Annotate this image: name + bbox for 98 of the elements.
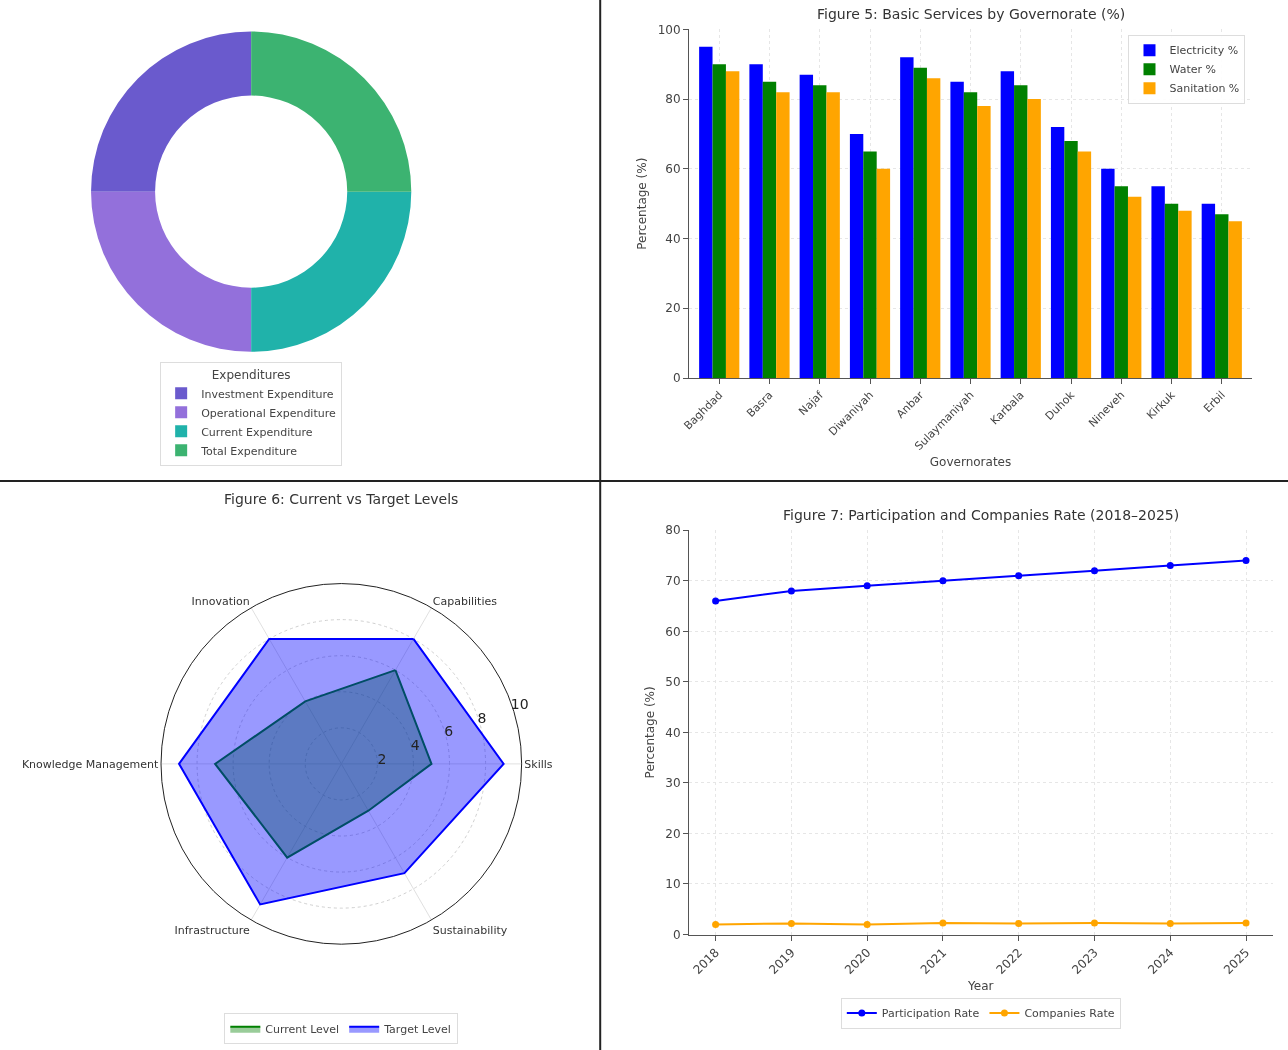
point: [939, 577, 947, 585]
spoke-label: Sustainability: [432, 923, 508, 937]
bar: [863, 151, 877, 378]
bar: [699, 46, 713, 378]
y-tick-label: 100: [657, 22, 681, 37]
legend-label: Participation Rate: [881, 1007, 980, 1021]
chart-title: Figure 5: Basic Services by Governorate (%): [817, 6, 1126, 22]
spoke-label: Innovation: [191, 595, 250, 609]
bar: [762, 81, 777, 378]
y-tick-label: 20: [665, 301, 681, 316]
legend-label: Electricity %: [1169, 44, 1239, 58]
spoke-label: Capabilities: [432, 595, 498, 609]
spoke-label: Infrastructure: [174, 923, 251, 937]
bar: [1228, 221, 1242, 378]
y-tick-label: 0: [672, 927, 681, 942]
point: [1166, 919, 1174, 927]
bar: [1027, 99, 1041, 378]
bar: [1064, 140, 1078, 378]
bar: [725, 71, 740, 378]
legend-label: Sanitation %: [1169, 82, 1240, 96]
y-tick-label: 40: [665, 725, 681, 740]
y-tick-label: 4: [410, 737, 420, 754]
spoke-label: Knowledge Management: [21, 757, 159, 771]
bar: [1151, 186, 1165, 378]
y-tick-label: 0: [672, 371, 681, 386]
y-tick-label: 10: [665, 877, 681, 892]
legend-title: Expenditures: [211, 367, 291, 382]
bar: [849, 133, 864, 378]
legend-label: Investment Expenditure: [201, 387, 334, 401]
y-tick-label: 8: [477, 709, 487, 726]
point: [939, 919, 947, 927]
bar: [712, 64, 726, 378]
bar: [826, 92, 840, 378]
y-tick-label: 70: [665, 573, 681, 588]
bar: [1014, 85, 1028, 378]
chart-title: Figure 7: Participation and Companies Rate (2018–2025): [783, 507, 1180, 523]
bar: [749, 64, 763, 378]
donut-slice: [251, 191, 412, 352]
y-tick-label: 20: [665, 826, 681, 841]
y-tick-label: 10: [510, 695, 529, 712]
bar: [1101, 168, 1115, 378]
point: [1242, 557, 1250, 565]
y-axis-title: Percentage (%): [634, 157, 649, 250]
point: [1015, 572, 1023, 580]
point: [787, 919, 795, 927]
y-tick-label: 80: [665, 523, 681, 538]
bar: [876, 168, 891, 378]
y-tick-label: 60: [665, 162, 681, 177]
bar: [1050, 127, 1065, 378]
bar: [799, 74, 814, 378]
point: [712, 597, 720, 605]
donut-slice: [91, 191, 252, 352]
point: [1090, 919, 1098, 927]
bar: [1000, 71, 1015, 378]
legend-label: Current Expenditure: [201, 425, 313, 439]
legend-label: Operational Expenditure: [201, 406, 336, 420]
y-tick-label: 6: [444, 723, 454, 740]
point: [863, 920, 871, 928]
bar: [1077, 151, 1092, 378]
y-tick-label: 40: [665, 231, 681, 246]
legend-label: Total Expenditure: [200, 444, 298, 458]
bar: [1164, 203, 1179, 378]
y-tick-label: 2: [377, 751, 387, 767]
x-axis-title: Governorates: [929, 454, 1012, 469]
chart-title: Figure 6: Current vs Target Levels: [224, 491, 459, 507]
point: [1090, 567, 1098, 575]
point: [1242, 919, 1250, 927]
bar: [950, 81, 964, 378]
y-tick-label: 50: [665, 675, 681, 690]
donut-slice: [251, 31, 412, 192]
legend-label: Target Level: [383, 1023, 451, 1037]
bar: [963, 92, 978, 378]
spoke-label: Skills: [524, 757, 553, 771]
y-tick-label: 80: [665, 92, 681, 107]
point: [787, 587, 795, 595]
x-axis-title: Year: [967, 978, 994, 993]
point: [863, 582, 871, 590]
legend-label: Water %: [1169, 63, 1216, 77]
bar: [1127, 196, 1142, 378]
bar: [1114, 186, 1128, 378]
y-tick-label: 30: [665, 776, 681, 791]
point: [1166, 562, 1174, 570]
bar: [977, 106, 991, 378]
point: [1015, 919, 1023, 927]
legend-label: Companies Rate: [1024, 1007, 1115, 1021]
bar: [900, 57, 914, 378]
bar: [1215, 214, 1229, 378]
y-axis-title: Percentage (%): [642, 686, 657, 779]
bar: [1178, 210, 1192, 378]
bar: [1201, 203, 1216, 378]
donut-slice: [91, 31, 252, 192]
bar: [776, 92, 790, 378]
point: [712, 920, 720, 928]
bar: [813, 85, 827, 378]
bar: [926, 78, 941, 378]
bar: [913, 67, 927, 378]
legend-label: Current Level: [265, 1023, 340, 1037]
y-tick-label: 60: [665, 624, 681, 639]
